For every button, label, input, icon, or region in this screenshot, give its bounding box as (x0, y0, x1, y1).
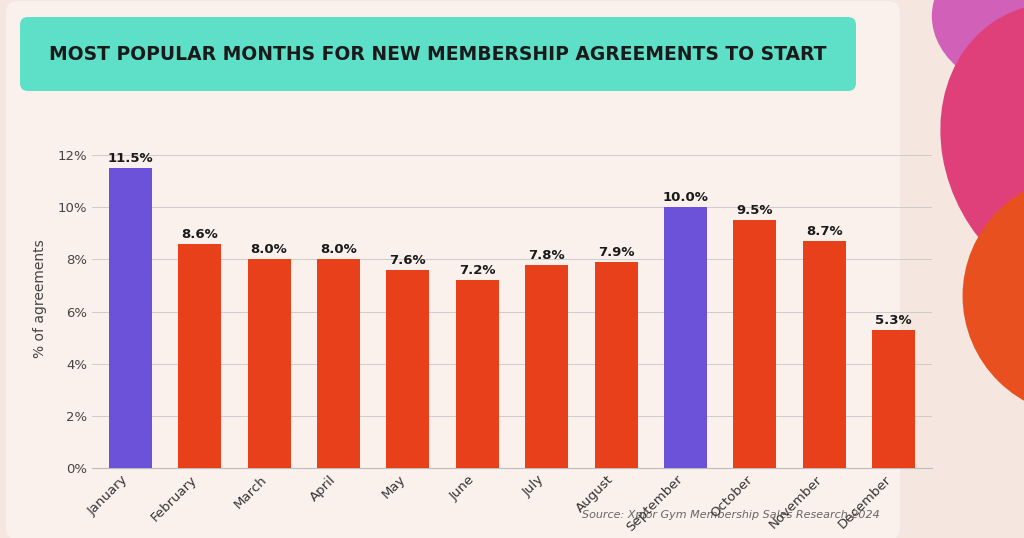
Text: 7.2%: 7.2% (459, 264, 496, 277)
Text: 8.7%: 8.7% (806, 225, 843, 238)
Ellipse shape (963, 175, 1024, 417)
Bar (664, 207, 707, 468)
Text: 5.3%: 5.3% (876, 314, 912, 327)
Bar (317, 259, 360, 468)
Text: 8.0%: 8.0% (321, 243, 357, 256)
Ellipse shape (932, 0, 1024, 97)
FancyBboxPatch shape (6, 1, 900, 538)
Bar (456, 280, 499, 468)
Bar (109, 168, 152, 468)
Y-axis label: % of agreements: % of agreements (33, 239, 46, 358)
Text: MOST POPULAR MONTHS FOR NEW MEMBERSHIP AGREEMENTS TO START: MOST POPULAR MONTHS FOR NEW MEMBERSHIP A… (49, 45, 826, 63)
Bar (595, 262, 638, 468)
Bar (248, 259, 291, 468)
Text: 9.5%: 9.5% (736, 204, 773, 217)
Bar (525, 265, 568, 468)
Bar (178, 244, 221, 468)
Bar (803, 241, 846, 468)
Text: 7.8%: 7.8% (528, 249, 565, 261)
Text: 7.9%: 7.9% (598, 246, 634, 259)
Text: Source: Xplor Gym Membership Sales Research 2024: Source: Xplor Gym Membership Sales Resea… (583, 510, 880, 520)
Bar (872, 330, 915, 468)
Bar (386, 270, 429, 468)
Text: 8.6%: 8.6% (181, 228, 218, 240)
Text: 11.5%: 11.5% (108, 152, 154, 165)
Text: 7.6%: 7.6% (389, 254, 426, 267)
Text: 8.0%: 8.0% (251, 243, 288, 256)
Ellipse shape (940, 3, 1024, 298)
Text: 10.0%: 10.0% (663, 191, 709, 204)
FancyBboxPatch shape (20, 17, 856, 91)
Bar (733, 221, 776, 468)
